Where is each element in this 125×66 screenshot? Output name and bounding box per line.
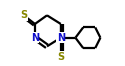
Text: S: S: [20, 10, 27, 20]
Text: S: S: [57, 52, 64, 62]
Text: N: N: [31, 33, 39, 43]
Text: N: N: [57, 33, 65, 43]
